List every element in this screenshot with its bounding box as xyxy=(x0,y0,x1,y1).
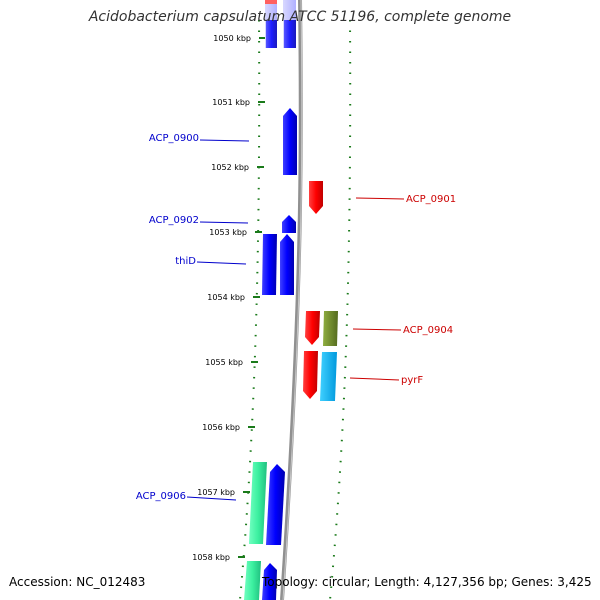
gene-feature-bottom-blue xyxy=(262,563,277,600)
scale-tick-label: 1058 kbp xyxy=(192,553,230,562)
gene-label: pyrF xyxy=(401,375,423,386)
gene-feature-bottom-green xyxy=(244,561,261,600)
topology-label: Topology: circular; Length: 4,127,356 bp… xyxy=(262,575,592,589)
gene-labels: ACP_0900 ACP_0901 ACP_0902 thiD ACP_0904 pyrF… xyxy=(136,133,456,502)
gene-feature-pyrf xyxy=(320,352,337,401)
gene-feature-acp0904 xyxy=(305,311,320,345)
gene-label: ACP_0904 xyxy=(403,325,453,336)
gene-leader-line xyxy=(186,496,237,501)
gene-features xyxy=(244,0,338,600)
scale-tick-label: 1056 kbp xyxy=(202,423,240,432)
gene-leader-line xyxy=(349,377,400,381)
gene-feature-acp0900 xyxy=(283,108,297,175)
gene-feature-top-right-blue xyxy=(284,20,296,48)
gene-leader-line xyxy=(196,261,247,265)
gene-feature-pyrf-red xyxy=(303,351,318,399)
scale-tick-label: 1054 kbp xyxy=(207,293,245,302)
gene-feature-acp0906 xyxy=(249,462,267,544)
gene-feature-top-red-edge xyxy=(265,0,277,4)
scale-tick-label: 1052 kbp xyxy=(211,163,249,172)
gene-leader-line xyxy=(355,197,405,200)
gene-leader-line xyxy=(352,328,402,331)
scale-tick-label: 1055 kbp xyxy=(205,358,243,367)
gene-feature-acp0901 xyxy=(309,181,323,214)
gene-feature-acp0902 xyxy=(282,215,296,233)
gene-leader-line xyxy=(199,221,249,224)
map-title: Acidobacterium capsulatum ATCC 51196, co… xyxy=(88,9,512,25)
gene-feature-acp0904-olive xyxy=(323,311,338,346)
accession-label: Accession: NC_012483 xyxy=(9,575,146,589)
scale-ticks: 1050 kbp 1051 kbp 1052 kbp 1053 kbp 1054 kbp… xyxy=(192,34,266,562)
gene-label: ACP_0900 xyxy=(149,133,199,144)
outer-track-ring xyxy=(329,19,352,600)
scale-tick-label: 1057 kbp xyxy=(197,488,235,497)
scale-tick-label: 1050 kbp xyxy=(213,34,251,43)
gene-label: ACP_0901 xyxy=(406,194,456,205)
gene-leader-line xyxy=(199,139,250,142)
gene-feature-thid xyxy=(280,234,294,295)
scale-tick-label: 1051 kbp xyxy=(212,98,250,107)
gene-label: ACP_0902 xyxy=(149,215,199,226)
gene-label: ACP_0906 xyxy=(136,491,186,502)
gene-feature-acp0906-blue xyxy=(266,464,285,545)
gene-feature-top-left-blue xyxy=(266,20,277,48)
gene-feature-thid-left xyxy=(262,234,277,295)
gene-label: thiD xyxy=(175,256,196,267)
scale-tick-label: 1053 kbp xyxy=(209,228,247,237)
backbone xyxy=(280,0,303,600)
